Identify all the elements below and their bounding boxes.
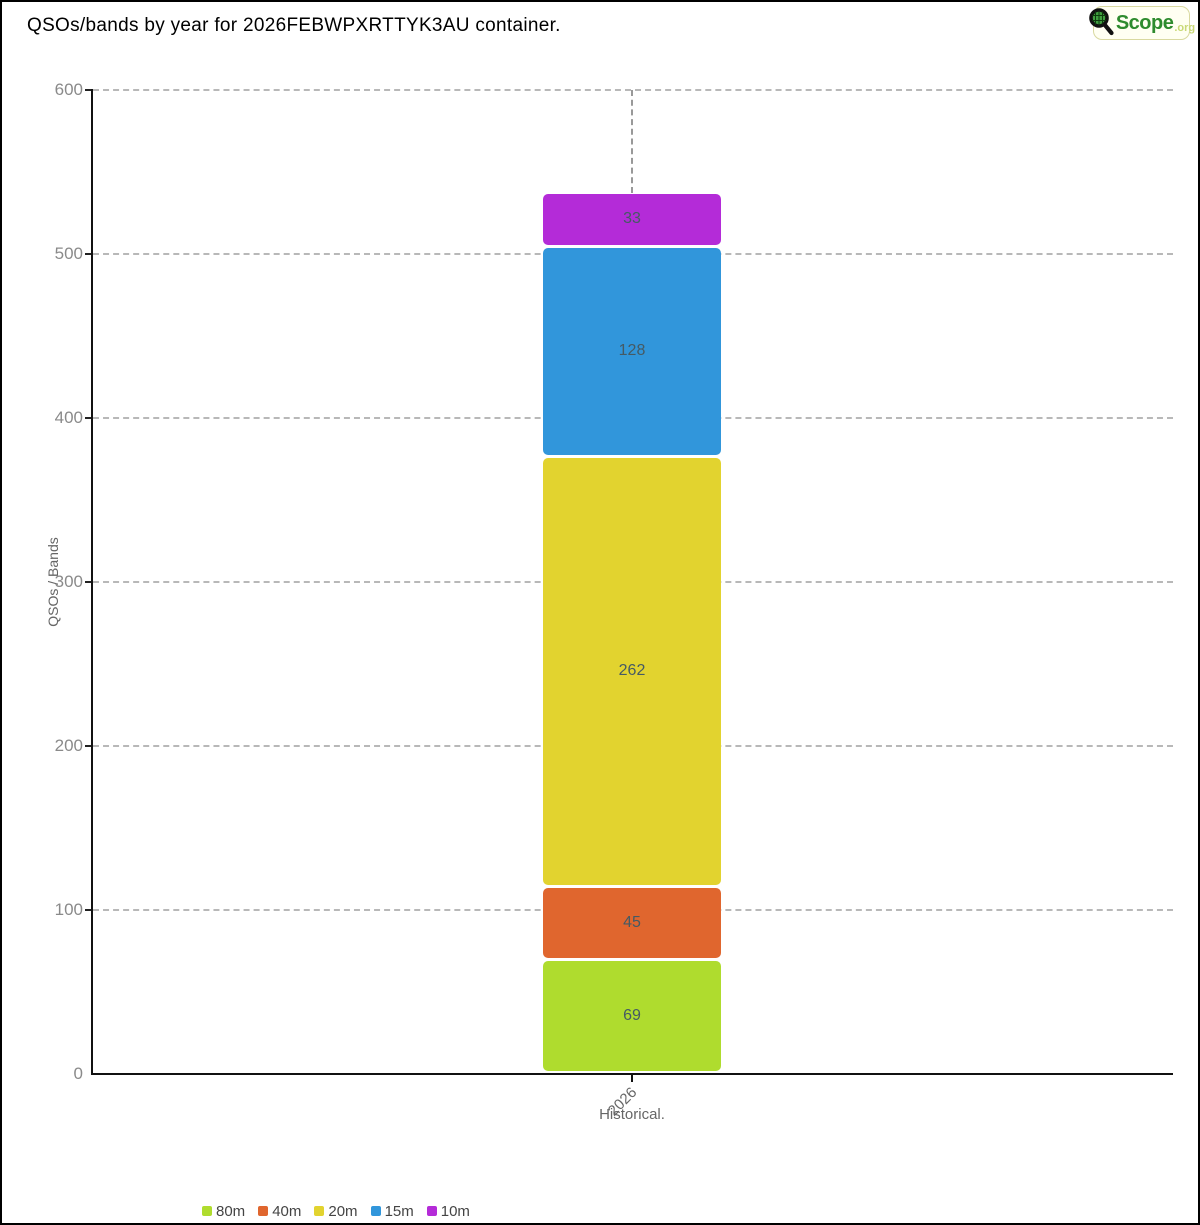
bar-value-10m: 33: [623, 210, 641, 228]
legend-label-40m: 40m: [272, 1202, 302, 1220]
bar-value-20m: 262: [618, 662, 646, 680]
legend-item-20m[interactable]: 20m: [314, 1202, 358, 1220]
x-axis-title: Historical.: [599, 1106, 665, 1123]
bar-segment-15m[interactable]: 128: [543, 247, 721, 455]
legend-label-80m: 80m: [216, 1202, 246, 1220]
category-guide-dashed-line: [631, 90, 633, 193]
legend-label-20m: 20m: [328, 1202, 358, 1220]
y-axis-line: [91, 89, 93, 1075]
bar-value-15m: 128: [618, 342, 646, 360]
qscope-logo[interactable]: Scope .org: [1089, 6, 1195, 40]
y-tick-label-0: 0: [73, 1064, 83, 1083]
legend-label-10m: 10m: [440, 1202, 470, 1220]
legend-swatch-40m: [258, 1206, 269, 1216]
legend: 80m 40m 20m 15m 10m: [202, 1202, 470, 1220]
legend-item-10m[interactable]: 10m: [426, 1202, 470, 1220]
y-tick-label-400: 400: [54, 408, 83, 427]
y-tick-label-500: 500: [54, 244, 83, 263]
legend-item-80m[interactable]: 80m: [202, 1203, 245, 1220]
x-axis-line: [91, 1073, 1173, 1075]
legend-item-40m[interactable]: 40m: [258, 1203, 301, 1220]
legend-swatch-20m: [314, 1206, 325, 1216]
legend-swatch-15m: [370, 1206, 381, 1216]
bar-segment-10m[interactable]: 33: [543, 193, 721, 245]
y-tick-label-600: 600: [54, 80, 83, 99]
y-tick-mark-300: [85, 581, 91, 583]
magnifier-globe-icon: [1088, 6, 1115, 41]
bar-value-40m: 45: [623, 913, 641, 931]
bar-segment-20m[interactable]: 262: [543, 457, 721, 885]
gridline-600: [93, 89, 1173, 91]
chart-title: QSOs/bands by year for 2026FEBWPXRTTYK3A…: [27, 15, 561, 36]
logo-scope-text: Scope: [1115, 11, 1174, 34]
legend-swatch-80m: [202, 1206, 212, 1216]
y-tick-mark-600: [85, 89, 91, 91]
legend-item-15m[interactable]: 15m: [370, 1202, 414, 1220]
logo-org-text: .org: [1174, 21, 1196, 34]
y-tick-label-300: 300: [54, 572, 83, 591]
y-tick-label-100: 100: [54, 900, 83, 919]
y-tick-label-200: 200: [54, 736, 83, 755]
y-tick-mark-200: [85, 745, 91, 747]
x-tick-mark: [631, 1075, 633, 1082]
bar-segment-40m[interactable]: 45: [543, 887, 721, 959]
bar-segment-80m[interactable]: 69: [543, 961, 721, 1072]
legend-label-15m: 15m: [384, 1202, 414, 1220]
legend-swatch-10m: [426, 1206, 437, 1216]
y-tick-mark-400: [85, 417, 91, 419]
y-tick-mark-100: [85, 909, 91, 911]
y-tick-mark-500: [85, 253, 91, 255]
bar-value-80m: 69: [623, 1007, 641, 1025]
